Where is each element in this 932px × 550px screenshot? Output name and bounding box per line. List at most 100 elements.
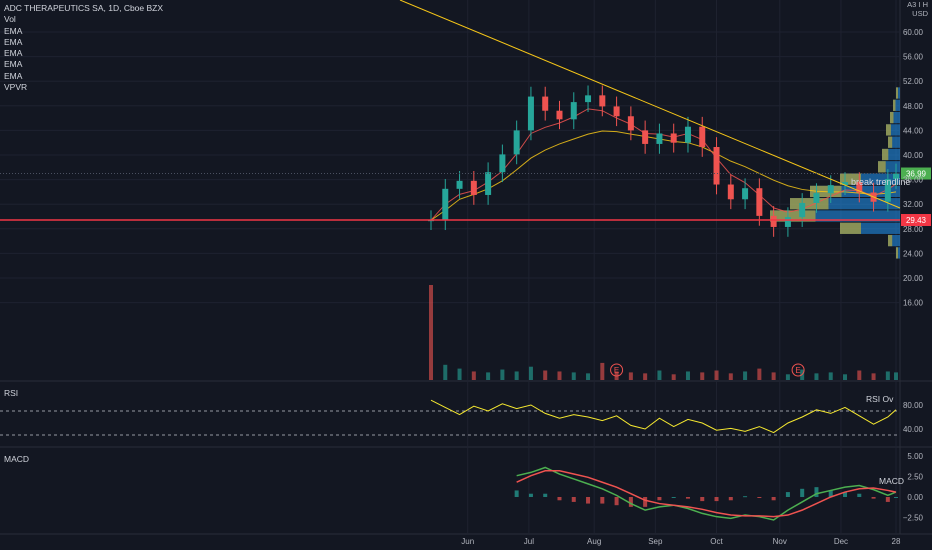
price-tick-label: 40.00 <box>903 151 924 160</box>
earnings-marker <box>610 363 624 377</box>
price-tick-label: 32.00 <box>903 200 924 209</box>
candle-body <box>799 202 806 218</box>
vpvr-row <box>840 173 900 185</box>
price-tick-label: 60.00 <box>903 28 924 37</box>
price-tick-label: 44.00 <box>903 126 924 135</box>
volume-bar <box>857 370 862 380</box>
macd-histogram-bar <box>700 497 705 502</box>
volume-bar <box>843 374 848 380</box>
indicator-ema-5[interactable]: EMA <box>4 70 23 81</box>
rsi-tick-label: 40.00 <box>903 425 924 434</box>
macd-tick-label: 5.00 <box>907 452 923 461</box>
candle-body <box>499 154 506 173</box>
volume-bar <box>828 372 833 380</box>
macd-histogram-bar <box>543 493 548 497</box>
vpvr-row <box>878 161 900 173</box>
vpvr-row-up <box>882 148 889 161</box>
trendline-label: break trendline <box>851 177 911 187</box>
macd-signal-line <box>516 470 897 518</box>
grid <box>0 0 900 534</box>
macd-histogram-bar <box>600 497 605 504</box>
candle-body <box>856 182 863 193</box>
symbol-title[interactable]: ADC THERAPEUTICS SA, 1D, Cboe BZX <box>4 3 164 13</box>
vpvr-row-up <box>840 222 861 234</box>
macd-histogram-bar <box>785 492 790 497</box>
candle-body <box>585 95 592 103</box>
volume-bar <box>486 372 491 380</box>
macd-legend: MACD <box>879 476 904 486</box>
earnings-marker <box>791 363 805 377</box>
volume-bar <box>628 372 633 380</box>
macd-histogram-bar <box>743 496 748 498</box>
macd-histogram-bar <box>557 497 562 501</box>
macd-histogram-bar <box>643 497 648 507</box>
price-tick-label: 48.00 <box>903 102 924 111</box>
macd-histogram-bar <box>614 497 619 506</box>
macd-histogram-bar <box>814 487 819 497</box>
volume-bar <box>685 371 690 380</box>
vpvr-row-up <box>770 210 816 222</box>
macd-histogram-bar <box>586 497 591 504</box>
time-tick-label: Dec <box>834 537 848 546</box>
volume-bar <box>600 362 605 380</box>
overlays: break trendline 29.43 36.99 E E <box>0 0 931 377</box>
volume-bar <box>671 374 676 380</box>
indicator-vpvr[interactable]: VPVR <box>4 82 28 93</box>
last-price-badge <box>901 167 931 180</box>
candle-body <box>670 133 677 143</box>
candle-body <box>784 217 791 227</box>
macd-histogram-bar <box>800 488 805 497</box>
macd-histogram-bar <box>628 497 633 507</box>
rsi-pane: RSI RSI Ov 80.00 40.00 <box>0 388 924 436</box>
price-tick-label: 20.00 <box>903 274 924 283</box>
rsi-line <box>430 399 897 434</box>
ema-lines <box>430 108 897 221</box>
macd-line <box>516 466 897 521</box>
vpvr-row <box>770 210 900 222</box>
indicator-ema-3[interactable]: EMA <box>4 48 23 59</box>
earnings-marker-text: E <box>795 366 800 375</box>
currency-label[interactable]: A3 I H USD <box>907 0 928 18</box>
vpvr-row-up <box>888 136 893 148</box>
indicator-ema-4[interactable]: EMA <box>4 59 23 70</box>
indicator-vol[interactable]: Vol <box>4 14 16 25</box>
price-tick-label: 28.00 <box>903 225 924 234</box>
rsi-title: RSI <box>4 388 18 398</box>
candle-body <box>684 126 691 143</box>
volume-bar <box>700 372 705 380</box>
volume-bar <box>743 371 748 380</box>
macd-histogram-bar <box>894 497 898 498</box>
candle-body <box>813 193 820 203</box>
macd-histogram-bar <box>871 497 876 499</box>
vpvr-row-up <box>878 161 886 173</box>
vpvr-row <box>893 99 900 111</box>
vpvr-row <box>810 185 900 198</box>
volume-bar <box>871 373 876 380</box>
candle-body <box>656 133 663 144</box>
candle-body <box>613 106 620 117</box>
time-tick-label: Nov <box>773 537 787 546</box>
macd-histogram-bar <box>885 497 890 502</box>
macd-histogram-bar <box>714 497 719 502</box>
candle-body <box>485 172 492 195</box>
indicator-ema-1[interactable]: EMA <box>4 25 23 36</box>
time-tick-label: Jun <box>461 537 474 546</box>
ema-line <box>430 130 897 221</box>
volume-bar <box>443 364 448 380</box>
volume-bar <box>514 371 519 380</box>
macd-histogram-bar <box>828 490 833 497</box>
candle-body <box>513 130 520 155</box>
volume-bar <box>728 373 733 380</box>
indicator-ema-2[interactable]: EMA <box>4 36 23 47</box>
time-tick-label: 28 <box>892 537 901 546</box>
vpvr-row <box>840 222 900 234</box>
candle-body <box>442 188 449 221</box>
vpvr-profile <box>770 87 900 259</box>
volume-bar <box>457 368 462 380</box>
macd-histogram-bar <box>857 493 862 497</box>
volume-bar <box>757 368 762 380</box>
time-tick-label: Jul <box>524 537 534 546</box>
candle-body <box>842 182 849 186</box>
